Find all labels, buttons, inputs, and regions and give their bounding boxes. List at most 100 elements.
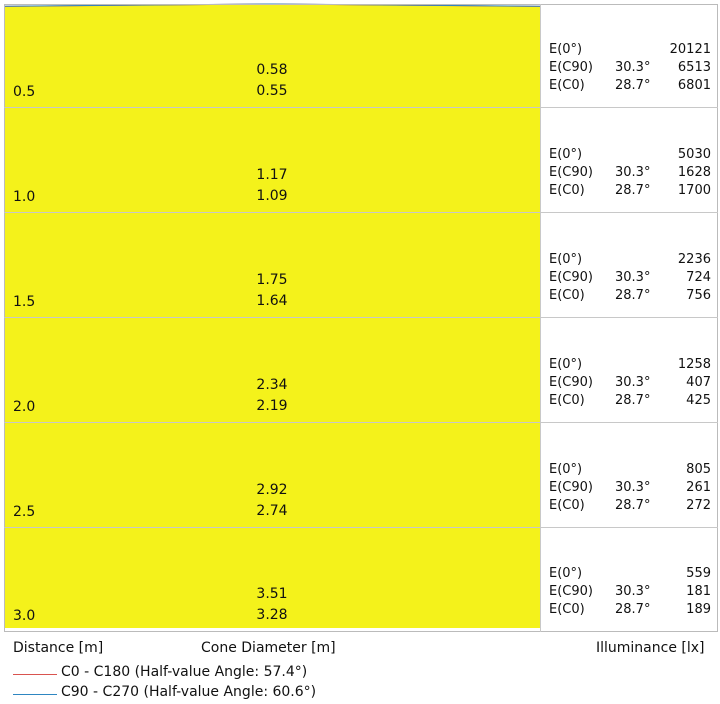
ec90-angle: 30.3° bbox=[615, 480, 651, 495]
illuminance-row-e0: E(0°) 5030 bbox=[549, 146, 711, 164]
ec0-value: 425 bbox=[686, 393, 711, 408]
cone-diameter-c0: 1.09 bbox=[256, 188, 288, 204]
e0-value: 5030 bbox=[677, 147, 711, 162]
ec0-angle: 28.7° bbox=[615, 498, 651, 513]
ec90-label: E(C90) bbox=[549, 270, 593, 285]
illuminance-row-ec90: E(C90) 30.3° 1628 bbox=[549, 164, 711, 182]
row-gridline bbox=[4, 527, 718, 528]
cone-diameter-pair: 1.17 1.09 bbox=[233, 165, 311, 207]
cone-diameter-c0: 2.74 bbox=[256, 503, 288, 519]
cone-diameter-c90: 2.92 bbox=[256, 482, 288, 498]
ec90-value: 6513 bbox=[677, 60, 711, 75]
e0-label: E(0°) bbox=[549, 357, 583, 372]
cone-diameter-c90: 0.58 bbox=[256, 62, 288, 78]
illuminance-row-ec0: E(C0) 28.7° 272 bbox=[549, 497, 711, 515]
illuminance-row-ec90: E(C90) 30.3° 181 bbox=[549, 583, 711, 601]
ec0-angle: 28.7° bbox=[615, 288, 651, 303]
ec0-value: 6801 bbox=[677, 78, 711, 93]
distance-label: 3.0 bbox=[13, 608, 36, 624]
ec90-angle: 30.3° bbox=[615, 270, 651, 285]
illuminance-row-e0: E(0°) 559 bbox=[549, 565, 711, 583]
row-gridline bbox=[4, 107, 718, 108]
e0-value: 2236 bbox=[677, 252, 711, 267]
row-gridline bbox=[4, 317, 718, 318]
cone-diameter-c0: 0.55 bbox=[256, 83, 288, 99]
illuminance-row-ec0: E(C0) 28.7° 1700 bbox=[549, 182, 711, 200]
cone-diameter-c90: 2.34 bbox=[256, 377, 288, 393]
illuminance-row-ec90: E(C90) 30.3° 407 bbox=[549, 374, 711, 392]
ec90-label: E(C90) bbox=[549, 375, 593, 390]
row-gridline bbox=[4, 212, 718, 213]
e0-label: E(0°) bbox=[549, 252, 583, 267]
ec0-value: 272 bbox=[686, 498, 711, 513]
ec90-value: 1628 bbox=[677, 165, 711, 180]
e0-value: 20121 bbox=[669, 42, 711, 57]
illuminance-row-ec90: E(C90) 30.3° 6513 bbox=[549, 59, 711, 77]
ec0-label: E(C0) bbox=[549, 498, 585, 513]
legend-item-c90: C90 - C270 (Half-value Angle: 60.6°) bbox=[13, 684, 413, 704]
legend-label-c90: C90 - C270 (Half-value Angle: 60.6°) bbox=[61, 684, 317, 700]
legend-label-c0: C0 - C180 (Half-value Angle: 57.4°) bbox=[61, 664, 308, 680]
ec0-label: E(C0) bbox=[549, 288, 585, 303]
cone-diameter-pair: 2.34 2.19 bbox=[233, 375, 311, 417]
ec0-value: 1700 bbox=[677, 183, 711, 198]
ec0-angle: 28.7° bbox=[615, 602, 651, 617]
illuminance-row-ec0: E(C0) 28.7° 425 bbox=[549, 392, 711, 410]
e0-label: E(0°) bbox=[549, 462, 583, 477]
distance-label: 2.5 bbox=[13, 504, 36, 520]
legend-line-c0 bbox=[13, 674, 57, 675]
illuminance-row-e0: E(0°) 20121 bbox=[549, 41, 711, 59]
illuminance-row-ec90: E(C90) 30.3° 261 bbox=[549, 479, 711, 497]
ec90-label: E(C90) bbox=[549, 165, 593, 180]
distance-label: 1.5 bbox=[13, 294, 36, 310]
ec90-angle: 30.3° bbox=[615, 584, 651, 599]
cone-diameter-c90: 3.51 bbox=[256, 586, 288, 602]
ec90-label: E(C90) bbox=[549, 584, 593, 599]
illuminance-axis-label: Illuminance [lx] bbox=[596, 640, 705, 656]
illuminance-block: E(0°) 1258 E(C90) 30.3° 407 E(C0) 28.7° 425 bbox=[549, 356, 711, 410]
legend-item-c0: C0 - C180 (Half-value Angle: 57.4°) bbox=[13, 664, 413, 684]
illuminance-row-ec0: E(C0) 28.7° 6801 bbox=[549, 77, 711, 95]
cone-diameter-c0: 3.28 bbox=[256, 607, 288, 623]
ec0-angle: 28.7° bbox=[615, 393, 651, 408]
illuminance-block: E(0°) 559 E(C90) 30.3° 181 E(C0) 28.7° 189 bbox=[549, 565, 711, 619]
cone-diameter-axis-label: Cone Diameter [m] bbox=[201, 640, 336, 656]
illuminance-column-divider bbox=[540, 4, 541, 632]
ec0-label: E(C0) bbox=[549, 183, 585, 198]
distance-label: 2.0 bbox=[13, 399, 36, 415]
ec90-label: E(C90) bbox=[549, 480, 593, 495]
row-gridline bbox=[4, 422, 718, 423]
distance-label: 1.0 bbox=[13, 189, 36, 205]
cone-diameter-c0: 1.64 bbox=[256, 293, 288, 309]
illuminance-row-e0: E(0°) 805 bbox=[549, 461, 711, 479]
illuminance-block: E(0°) 20121 E(C90) 30.3° 6513 E(C0) 28.7° 6801 bbox=[549, 41, 711, 95]
cone-diameter-pair: 3.51 3.28 bbox=[233, 584, 311, 626]
ec0-label: E(C0) bbox=[549, 602, 585, 617]
ec90-label: E(C90) bbox=[549, 60, 593, 75]
e0-label: E(0°) bbox=[549, 147, 583, 162]
cone-diameter-pair: 0.58 0.55 bbox=[233, 60, 311, 102]
illuminance-row-ec0: E(C0) 28.7° 756 bbox=[549, 287, 711, 305]
e0-value: 559 bbox=[686, 566, 711, 581]
ec90-angle: 30.3° bbox=[615, 375, 651, 390]
illuminance-row-ec0: E(C0) 28.7° 189 bbox=[549, 601, 711, 619]
ec0-value: 756 bbox=[686, 288, 711, 303]
cone-diameter-c90: 1.17 bbox=[256, 167, 288, 183]
light-cone-area bbox=[4, 4, 540, 628]
ec0-angle: 28.7° bbox=[615, 78, 651, 93]
ec0-value: 189 bbox=[686, 602, 711, 617]
legend-line-c90 bbox=[13, 694, 57, 695]
distance-label: 0.5 bbox=[13, 84, 36, 100]
e0-label: E(0°) bbox=[549, 566, 583, 581]
e0-value: 1258 bbox=[677, 357, 711, 372]
cone-diameter-pair: 1.75 1.64 bbox=[233, 270, 311, 312]
ec90-angle: 30.3° bbox=[615, 165, 651, 180]
ec90-value: 261 bbox=[686, 480, 711, 495]
cone-diameter-c0: 2.19 bbox=[256, 398, 288, 414]
ec0-label: E(C0) bbox=[549, 78, 585, 93]
cone-diameter-c90: 1.75 bbox=[256, 272, 288, 288]
ec90-angle: 30.3° bbox=[615, 60, 651, 75]
illuminance-row-e0: E(0°) 1258 bbox=[549, 356, 711, 374]
ec90-value: 407 bbox=[686, 375, 711, 390]
ec90-value: 724 bbox=[686, 270, 711, 285]
